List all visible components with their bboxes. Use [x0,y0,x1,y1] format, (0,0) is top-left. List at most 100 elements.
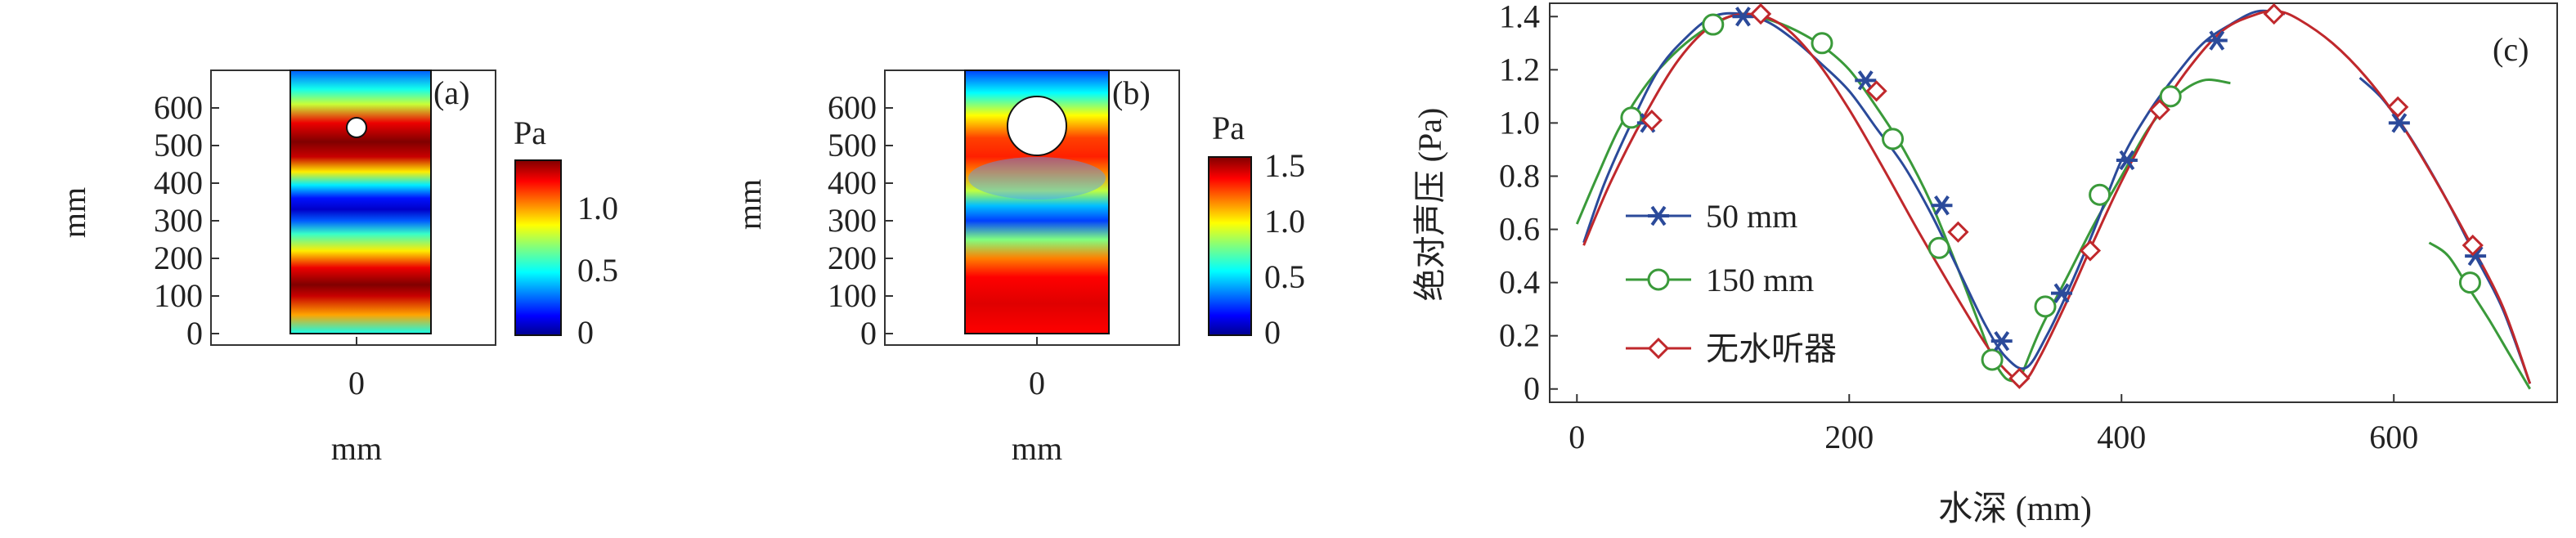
series-50mm-marker [2116,150,2138,171]
hydrophone-a [346,117,367,138]
series-150mm-marker [2458,271,2481,294]
y-tick-label-a: 300 [154,202,203,239]
series-no-hydrophone-marker [1865,80,1887,102]
y-tick-label-a: 100 [154,277,203,314]
colorbar-tick-b-3: 1.5 [1264,147,1305,184]
colorbar-unit-a: Pa [514,114,546,151]
series-150mm-marker [1882,128,1905,150]
series-no-hydrophone-line [1582,9,2532,384]
y-tick-label-c: 0 [1524,370,1540,407]
x-tick-label-c: 400 [2097,419,2146,455]
legend-label-series-150mm: 150 mm [1706,262,1814,298]
y-tick-label-b: 400 [828,164,877,201]
series-50mm-line [1582,9,2286,370]
colorbar-b [1208,156,1252,336]
y-tick-label-a: 200 [154,240,203,276]
y-tick-label-c: 0.2 [1499,317,1540,354]
panel-c: (c) 0 200 400 600 0 0.2 0.4 0.6 0.8 1.0 1.2 1.4 水深 … [1411,0,2558,528]
series-no-hydrophone-marker [2462,234,2484,257]
colorbar-a [514,159,562,336]
colorbar-unit-b: Pa [1212,110,1245,146]
field-map-a [289,69,432,334]
y-tick-label-c: 0.6 [1499,211,1540,248]
series-150mm-marker [2089,183,2112,206]
series-50mm-marker [2050,283,2072,303]
y-axis-label-b: mm [731,179,768,230]
x-axis-label-c: 水深 (mm) [1938,491,2092,528]
x-axis-b: 0 [1029,337,1045,401]
series-no-hydrophone-marker [1749,2,1772,25]
axes-c: 0 200 400 600 0 0.2 0.4 0.6 0.8 1.0 1.2 1.4 [1499,0,2418,455]
series-no-hydrophone-marker [2079,240,2102,262]
colorbar-ticks-b: 0 0.5 1.0 1.5 [1264,147,1305,351]
series-no-hydrophone-marker [2008,367,2031,389]
y-tick-label-c: 1.4 [1499,0,1540,34]
y-tick-label-c: 1.0 [1499,104,1540,141]
colorbar-tick-b-2: 1.0 [1264,203,1305,240]
panel-b-label: (b) [1112,74,1151,111]
y-tick-label-a: 600 [154,89,203,126]
panel-c-label: (c) [2493,31,2529,68]
series-150mm-marker [1811,32,1833,55]
y-tick-label-b: 300 [828,202,877,239]
x-tick-label-a: 0 [348,365,365,401]
series-50mm-marker [2388,113,2410,133]
colorbar-tick-b-1: 0.5 [1264,258,1305,295]
x-axis-label-b: mm [1012,430,1062,467]
series-150mm-line [1575,12,2020,383]
x-axis-a: 0 [348,337,365,401]
shadow-b [968,157,1106,200]
y-tick-label-a: 400 [154,164,203,201]
series-no-hydrophone-marker [1947,221,1969,243]
colorbar-tick-a-0: 0 [577,314,594,351]
y-tick-label-c: 0.4 [1499,264,1540,301]
colorbar-tick-b-0: 0 [1264,314,1281,351]
x-tick-label-b: 0 [1029,365,1045,401]
y-axis-label-a: mm [56,187,92,238]
series-no-hydrophone-marker [1640,110,1663,132]
y-tick-label-b: 100 [828,277,877,314]
series-50mm-line [2358,76,2532,384]
y-tick-label-b: 600 [828,89,877,126]
plot-frame-c [1549,2,2558,403]
x-axis-label-a: mm [331,430,382,467]
colorbar-ticks-a: 0 0.5 1.0 [577,190,618,351]
series-150mm-line [2428,241,2531,390]
series-150mm-marker [1981,348,2004,371]
legend-c: 50 mm 150 mm 无水听器 [1626,198,1837,367]
x-tick-label-c: 600 [2369,419,2418,455]
y-axis-label-c: 绝对声压 (Pa) [1411,108,1448,302]
y-tick-label-b: 500 [828,127,877,164]
y-tick-label-c: 0.8 [1499,157,1540,194]
series-150mm-marker [2034,295,2057,318]
colorbar-tick-a-1: 0.5 [577,252,618,289]
series-50mm-marker [1855,70,1877,91]
series-50mm-marker [1990,330,2013,352]
x-tick-label-c: 0 [1568,419,1585,455]
series-50mm-marker [1931,195,1953,216]
panel-a-label: (a) [433,74,469,111]
y-tick-label-b: 0 [860,315,877,352]
legend-marker-series-150mm [1647,268,1670,291]
colorbar-tick-a-2: 1.0 [577,190,618,226]
y-tick-label-b: 200 [828,240,877,276]
series-150mm-marker [1702,13,1725,36]
legend-label-series-50mm: 50 mm [1706,198,1797,235]
x-tick-label-c: 200 [1824,419,1874,455]
series-150mm-marker [2159,85,2182,108]
series-150mm-marker [1620,106,1643,129]
legend-marker-series-50mm [1648,205,1669,226]
series-50mm-marker [2206,30,2228,51]
series-no-hydrophone-marker [2148,99,2170,121]
hydrophone-b [1007,96,1067,156]
legend-label-series-no-hydrophone: 无水听器 [1706,330,1837,367]
series-no-hydrophone-marker [2263,2,2285,25]
y-tick-label-a: 500 [154,127,203,164]
y-tick-label-a: 0 [186,315,203,352]
series-150mm-line [2018,78,2231,382]
